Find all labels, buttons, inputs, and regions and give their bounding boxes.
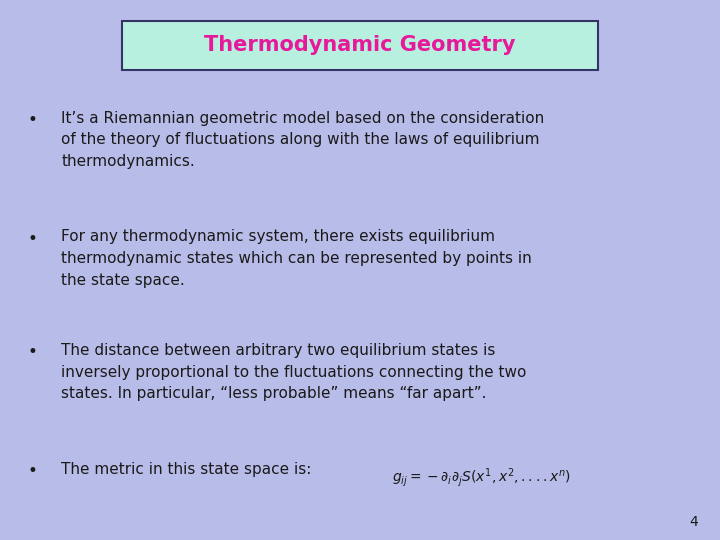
Text: The metric in this state space is:: The metric in this state space is: (61, 462, 312, 477)
Text: The distance between arbitrary two equilibrium states is
inversely proportional : The distance between arbitrary two equil… (61, 343, 526, 401)
Text: For any thermodynamic system, there exists equilibrium
thermodynamic states whic: For any thermodynamic system, there exis… (61, 230, 532, 288)
Text: •: • (27, 343, 37, 361)
Text: •: • (27, 462, 37, 480)
Text: •: • (27, 111, 37, 129)
Text: $g_{ij} = -\partial_i \partial_j S\left(x^1, x^2, ....x^n\right)$: $g_{ij} = -\partial_i \partial_j S\left(… (392, 467, 571, 489)
FancyBboxPatch shape (122, 21, 598, 70)
Text: It’s a Riemannian geometric model based on the consideration
of the theory of fl: It’s a Riemannian geometric model based … (61, 111, 544, 169)
Text: Thermodynamic Geometry: Thermodynamic Geometry (204, 35, 516, 56)
Text: 4: 4 (690, 515, 698, 529)
Text: •: • (27, 230, 37, 247)
